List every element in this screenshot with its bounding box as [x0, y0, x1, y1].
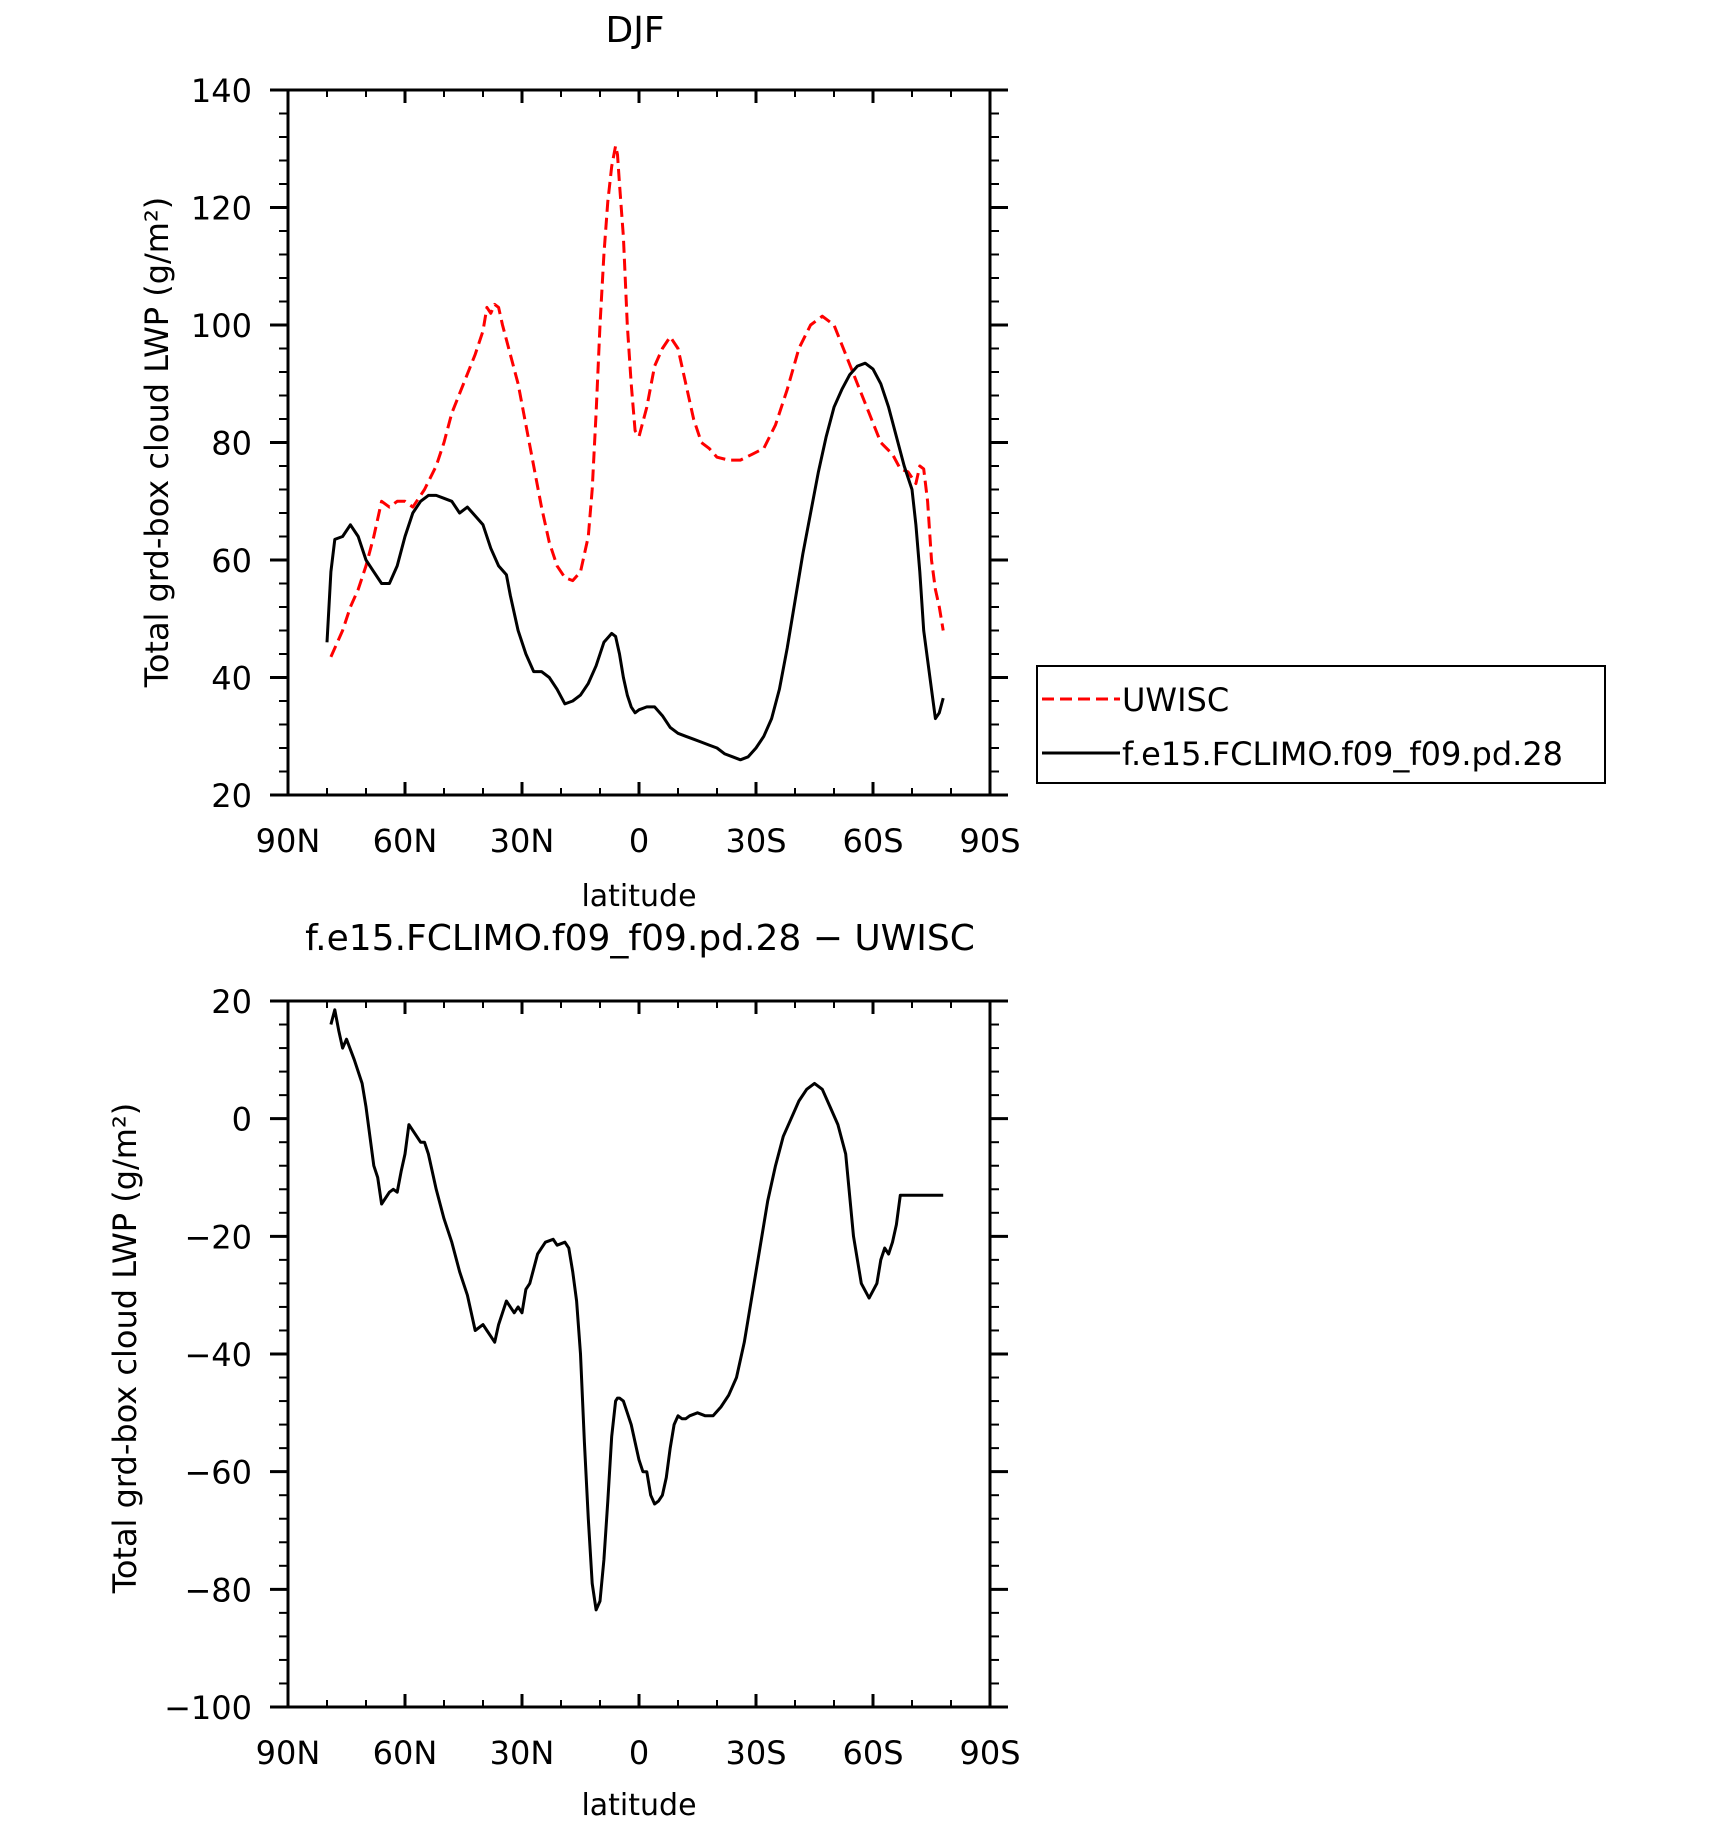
x-tick-label: 60N [373, 822, 438, 860]
bottom-series [329, 1008, 944, 1612]
y-tick-label: 0 [232, 1101, 252, 1139]
top-y-tick-labels: 20 40 60 80 100 120 140 [191, 72, 252, 815]
x-tick-label: 60N [373, 1734, 438, 1772]
top-y-axis-label: Total grd-box cloud LWP (g/m²) [138, 197, 176, 689]
x-tick-label: 90N [256, 1734, 321, 1772]
bottom-plot-frame [286, 999, 992, 1709]
legend-label-model: f.e15.FCLIMO.f09_f09.pd.28 [1122, 735, 1563, 773]
x-tick-label: 30N [490, 1734, 555, 1772]
bottom-chart-title: f.e15.FCLIMO.f09_f09.pd.28 − UWISC [305, 918, 975, 959]
bottom-ticks [270, 999, 1008, 1709]
bottom-y-tick-labels: −100 −80 −60 −40 −20 0 20 [164, 983, 252, 1727]
x-tick-label: 0 [629, 1734, 649, 1772]
x-tick-label: 90N [256, 822, 321, 860]
top-chart-title: DJF [605, 10, 664, 51]
bottom-x-axis-label: latitude [581, 1788, 696, 1822]
y-tick-label: −100 [164, 1689, 252, 1727]
top-x-axis-label: latitude [581, 879, 696, 914]
x-tick-label: 30S [725, 822, 786, 860]
y-tick-label: 80 [211, 425, 252, 463]
y-tick-label: 100 [191, 307, 252, 345]
x-tick-label: 60S [842, 1734, 903, 1772]
bottom-x-tick-labels: 90N 60N 30N 0 30S 60S 90S [256, 1734, 1021, 1772]
y-tick-label: 120 [191, 190, 252, 228]
bottom-chart: f.e15.FCLIMO.f09_f09.pd.28 − UWISC −100−… [106, 918, 1021, 1822]
series-line-difference [329, 1008, 944, 1612]
series-line-uwisc [329, 144, 945, 658]
top-series [325, 144, 945, 762]
x-tick-label: 0 [629, 822, 649, 860]
y-tick-label: 40 [211, 660, 252, 698]
x-tick-label: 30N [490, 822, 555, 860]
y-tick-label: −40 [184, 1336, 252, 1374]
x-tick-label: 30S [725, 1734, 786, 1772]
y-tick-label: −80 [184, 1571, 252, 1609]
legend: UWISC f.e15.FCLIMO.f09_f09.pd.28 [1036, 665, 1606, 784]
x-tick-label: 90S [959, 822, 1020, 860]
y-tick-label: 140 [191, 72, 252, 110]
y-tick-label: −20 [184, 1218, 252, 1256]
legend-label-uwisc: UWISC [1122, 681, 1229, 719]
x-tick-label: 60S [842, 822, 903, 860]
top-ticks [270, 88, 1008, 797]
y-tick-label: 20 [211, 777, 252, 815]
y-tick-label: 20 [211, 983, 252, 1021]
legend-box [1036, 665, 1606, 784]
series-line-f-e15-fclimo-f09-f09-pd-28 [325, 361, 945, 762]
top-plot-frame [286, 88, 992, 797]
y-tick-label: 60 [211, 542, 252, 580]
top-x-tick-labels: 90N 60N 30N 0 30S 60S 90S [256, 822, 1021, 860]
bottom-y-axis-label: Total grd-box cloud LWP (g/m²) [106, 1103, 144, 1595]
x-tick-label: 90S [959, 1734, 1020, 1772]
y-tick-label: −60 [184, 1454, 252, 1492]
